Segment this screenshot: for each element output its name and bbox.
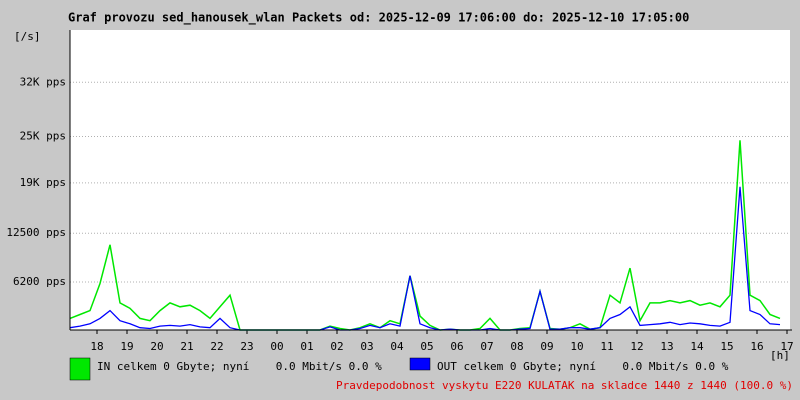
x-tick-label: 18 [90, 340, 103, 353]
x-tick-label: 04 [390, 340, 404, 353]
x-tick-label: 06 [450, 340, 463, 353]
x-tick-label: 14 [690, 340, 704, 353]
series-line [69, 186, 781, 331]
x-tick-label: 11 [600, 340, 613, 353]
x-tick-label: 07 [480, 340, 493, 353]
y-tick-label: 19K pps [20, 176, 66, 189]
series-line [69, 140, 781, 331]
plot-area [70, 30, 790, 330]
legend-label: IN celkem 0 Gbyte; nyní 0.0 Mbit/s 0.0 % [97, 360, 382, 373]
x-tick-label: 17 [780, 340, 793, 353]
y-tick-label: 32K pps [20, 75, 66, 88]
x-tick-label: 08 [510, 340, 523, 353]
footnote: Pravdepodobnost vyskytu E220 KULATAK na … [336, 379, 793, 392]
x-tick-label: 02 [330, 340, 343, 353]
y-tick-label: 6200 pps [13, 275, 66, 288]
y-tick-label: 12500 pps [6, 226, 66, 239]
legend-swatch [69, 357, 91, 381]
x-tick-label: 23 [240, 340, 253, 353]
chart-title: Graf provozu sed_hanousek_wlan Packets o… [68, 11, 689, 26]
x-tick-label: 12 [630, 340, 643, 353]
x-tick-label: 16 [750, 340, 763, 353]
x-tick-label: 09 [540, 340, 553, 353]
x-tick-label: 20 [150, 340, 163, 353]
x-tick-label: 22 [210, 340, 223, 353]
x-tick-label: 15 [720, 340, 733, 353]
x-tick-label: 10 [570, 340, 583, 353]
x-axis-label: [h] [770, 349, 790, 362]
x-tick-label: 03 [360, 340, 373, 353]
x-tick-label: 05 [420, 340, 433, 353]
y-axis-label: [/s] [14, 30, 41, 43]
x-tick-label: 13 [660, 340, 673, 353]
x-tick-label: 01 [300, 340, 313, 353]
legend-label: OUT celkem 0 Gbyte; nyní 0.0 Mbit/s 0.0 … [437, 360, 729, 373]
y-tick-label: 25K pps [20, 129, 66, 142]
legend-swatch [409, 357, 431, 371]
x-tick-label: 21 [180, 340, 193, 353]
x-tick-label: 19 [120, 340, 133, 353]
x-tick-label: 00 [270, 340, 283, 353]
